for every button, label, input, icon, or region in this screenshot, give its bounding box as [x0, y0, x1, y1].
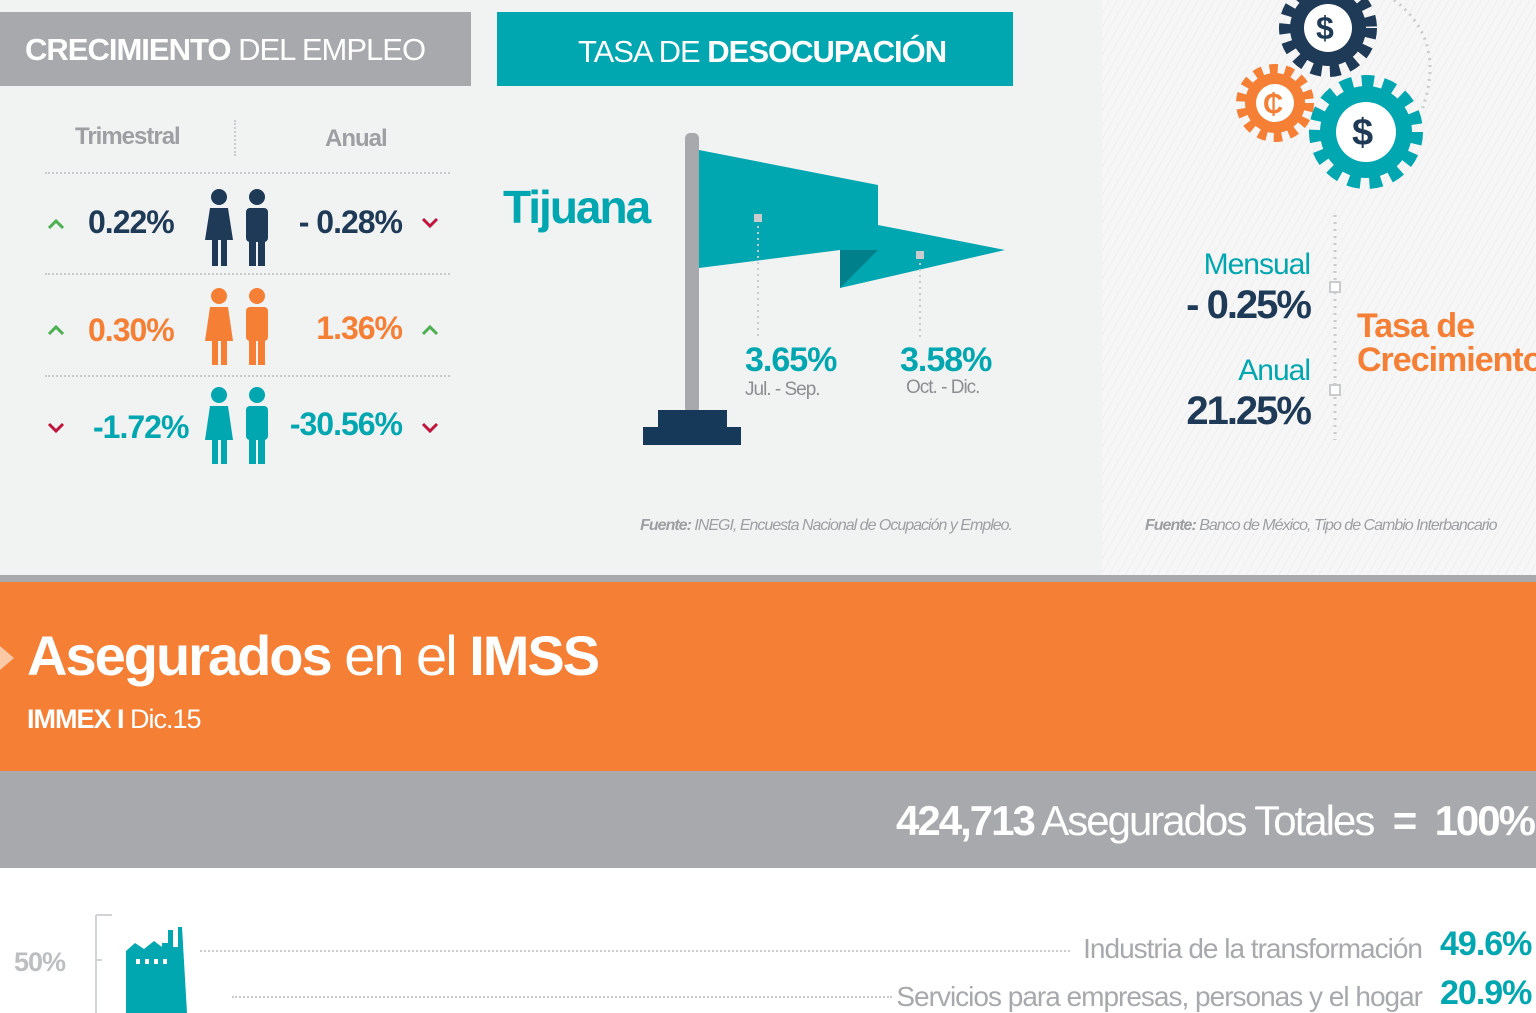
desocupacion-title: TASA DE DESOCUPACIÓN [578, 36, 946, 67]
total: 424,713 Asegurados Totales = 100% [896, 800, 1534, 842]
sector-pct: 49.6% [1440, 927, 1531, 961]
rate-value: 3.58% [900, 343, 991, 377]
people-icons [205, 189, 268, 464]
sector-pct: 20.9% [1440, 976, 1531, 1010]
subtitle-bold: IMMEX I [27, 704, 124, 734]
total-label: Asegurados Totales [1041, 797, 1373, 844]
arrow-icon [0, 638, 20, 678]
flag [643, 133, 1005, 445]
title-bold: DESOCUPACIÓN [707, 34, 946, 69]
axis-label: 50% [14, 949, 65, 976]
gear-symbol: ₵ [1263, 90, 1282, 118]
source: Fuente: Banco de México, Tipo de Cambio … [1145, 518, 1497, 534]
anual-label: Anual [1238, 356, 1310, 386]
gear-symbol: $ [1352, 114, 1372, 152]
leader [232, 996, 892, 998]
source-text: INEGI, Encuesta Nacional de Ocupación y … [694, 517, 1012, 534]
factory-icon [90, 913, 290, 1013]
title-normal: en el [344, 624, 455, 687]
anual-value: 21.25% [1186, 391, 1310, 431]
gear-symbol: $ [1316, 12, 1333, 44]
icons [0, 0, 1102, 575]
title-bold: Asegurados [27, 624, 331, 687]
leader [200, 950, 1070, 952]
sector-name: Industria de la transformación [1083, 935, 1422, 963]
source-label: Fuente: [1145, 517, 1196, 534]
gears [1102, 0, 1536, 460]
total-value: 424,713 [896, 797, 1034, 844]
page: CRECIMIENTO DEL EMPLEO Trimestral Anual … [0, 0, 1536, 1013]
rate-value: 3.65% [745, 343, 836, 377]
source-label: Fuente: [640, 517, 691, 534]
imss-subtitle: IMMEX I Dic.15 [27, 706, 201, 733]
subtitle: Dic.15 [130, 704, 201, 734]
equals: = [1393, 797, 1416, 844]
imss-title: Asegurados en el IMSS [27, 628, 598, 684]
mensual-value: - 0.25% [1186, 285, 1310, 325]
title-bold: IMSS [469, 624, 598, 687]
divider [0, 575, 1536, 582]
sector-name: Servicios para empresas, personas y el h… [896, 983, 1422, 1011]
title-normal: TASA DE [578, 34, 700, 69]
source: Fuente: INEGI, Encuesta Nacional de Ocup… [640, 518, 1012, 534]
total-pct: 100% [1435, 797, 1534, 844]
title-line: Crecimiento [1357, 343, 1536, 377]
rate-period: Oct. - Dic. [906, 378, 979, 397]
title-line: Tasa de [1357, 309, 1474, 343]
rate-period: Jul. - Sep. [745, 380, 820, 399]
mensual-label: Mensual [1204, 250, 1310, 280]
city: Tijuana [503, 184, 649, 230]
source-text: Banco de México, Tipo de Cambio Interban… [1199, 517, 1496, 534]
arrows [49, 219, 437, 431]
